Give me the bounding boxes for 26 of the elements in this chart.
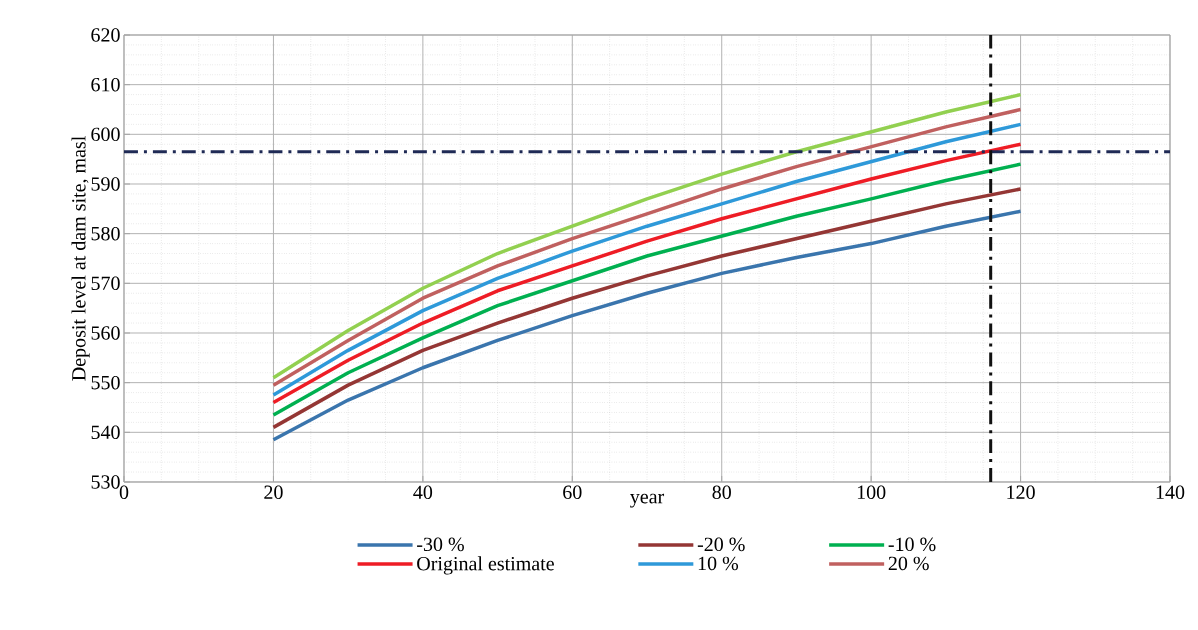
x-tick-label: 100 xyxy=(857,485,886,500)
y-tick-label: 540 xyxy=(91,425,120,440)
x-tick-label: 0 xyxy=(119,485,129,500)
y-tick-label: 600 xyxy=(91,127,120,142)
y-tick-label: 530 xyxy=(91,475,120,489)
legend-label: -10 % xyxy=(888,537,936,552)
y-tick-label: 570 xyxy=(91,276,120,291)
x-tick-label: 140 xyxy=(1156,485,1185,500)
y-tick-label: 610 xyxy=(91,77,120,92)
x-axis-title: year xyxy=(630,493,665,508)
legend-label: 10 % xyxy=(698,556,739,571)
legend-label: -30 % xyxy=(417,537,464,552)
legend-label: -20 % xyxy=(697,537,745,552)
x-tick-label: 60 xyxy=(563,485,582,500)
x-tick-label: 20 xyxy=(264,485,283,500)
y-tick-label: 620 xyxy=(91,28,120,42)
x-tick-label: 120 xyxy=(1007,485,1035,500)
y-tick-label: 580 xyxy=(91,226,120,241)
legend-label: 20 % xyxy=(888,556,929,571)
y-tick-label: 550 xyxy=(91,375,120,390)
y-tick-label: 590 xyxy=(91,177,120,191)
y-tick-label: 560 xyxy=(91,326,120,340)
x-tick-label: 80 xyxy=(712,485,731,500)
x-tick-label: 40 xyxy=(413,485,433,500)
legend-label: Original estimate xyxy=(417,556,554,575)
y-axis-title: Deposit level at dam site, masl xyxy=(71,136,90,381)
